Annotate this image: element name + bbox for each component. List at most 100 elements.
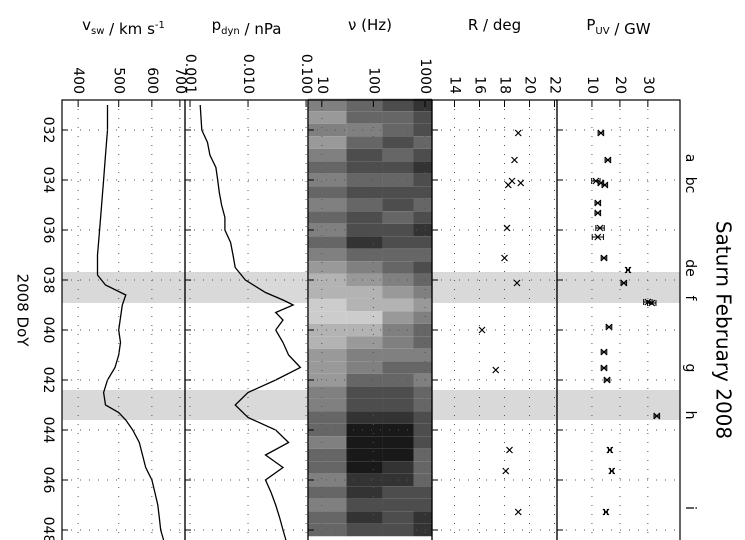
spectrogram-cell (413, 186, 432, 199)
spectrogram-cell (346, 273, 383, 287)
spectrogram-cell (308, 136, 347, 149)
spectrogram-cell (382, 98, 414, 112)
spectrogram-cell (382, 111, 414, 124)
spectrogram-cell (308, 198, 347, 212)
point (511, 156, 518, 164)
spectrogram-cell (382, 223, 414, 237)
label-sub: dyn (221, 26, 240, 37)
spectrogram-cell (346, 98, 383, 112)
spectrogram-cell (382, 186, 414, 199)
spectrogram-cell (346, 486, 383, 499)
spectrogram-cell (382, 473, 414, 487)
spectrogram-cell (346, 473, 383, 487)
spectrogram-cell (413, 436, 432, 449)
point (648, 299, 656, 307)
label-text: / km s (104, 20, 155, 38)
spectrogram-cell (382, 198, 414, 212)
y-tick-label: 1000 (417, 58, 433, 94)
y-tick-label: 500 (111, 67, 127, 94)
spectrogram-cell (346, 248, 383, 262)
spectrogram-cell (346, 523, 383, 537)
spectrogram-cell (308, 173, 347, 187)
panel-frame (184, 99, 309, 540)
x-tick-label: 046 (40, 467, 56, 494)
spectrogram-cell (346, 198, 383, 212)
spectrogram-cell (346, 398, 383, 412)
spectrogram-cell (346, 336, 383, 349)
spectrogram-cell (346, 448, 383, 462)
spectrogram-cell (308, 423, 347, 437)
label-text: p (212, 16, 222, 34)
spectrogram-cell (382, 436, 414, 449)
spectrogram-cell (346, 323, 383, 337)
spectrogram-cell (308, 236, 347, 249)
spectrogram-cell (382, 323, 414, 337)
panel-frame (556, 99, 681, 540)
spectrogram-cell (308, 398, 347, 412)
spectrogram-cell (382, 211, 414, 224)
spectrogram-cell (308, 273, 347, 287)
point (504, 181, 512, 189)
event-label: h (682, 411, 698, 420)
point (620, 279, 628, 287)
spectrogram-cell (382, 461, 414, 474)
data-line (96, 105, 165, 540)
label-text: / nPa (240, 20, 282, 38)
label-text: ν (Hz) (348, 16, 392, 34)
event-label: g (682, 364, 698, 373)
y-tick-label: 10 (584, 76, 600, 94)
spectrogram-cell (413, 248, 432, 262)
spectrogram-cell (382, 498, 414, 512)
spectrogram-cell (382, 298, 414, 312)
point (653, 412, 661, 420)
x-tick-label: 036 (40, 217, 56, 244)
spectrogram-cell (308, 511, 347, 524)
y-tick-label: 700 (172, 67, 188, 94)
spectrogram-cell (346, 161, 383, 174)
spectrogram-cell (413, 336, 432, 349)
spectrogram-cell (308, 348, 347, 362)
spectrogram-cell (382, 123, 414, 137)
spectrogram-cell (413, 173, 432, 187)
data-line (199, 104, 302, 540)
spectrogram-cell (382, 523, 414, 537)
x-tick-label: 034 (40, 167, 56, 194)
point (594, 233, 602, 241)
spectrogram-cell (413, 498, 432, 512)
spectrogram-cell (346, 423, 383, 437)
point (624, 266, 632, 274)
spectrogram-cell (308, 286, 347, 299)
x-tick-label: 038 (40, 267, 56, 294)
spectrogram-cell (382, 261, 414, 274)
point (601, 181, 609, 189)
spectrogram-cell (413, 161, 432, 174)
label-sup: -1 (155, 20, 165, 31)
event-label: i (682, 506, 698, 510)
spectrogram-cell (382, 511, 414, 524)
point (502, 467, 510, 475)
y-tick-label: 22 (547, 76, 563, 94)
spectrogram-cell (346, 361, 383, 374)
spectrogram-cell (413, 448, 432, 462)
spectrogram-cell (308, 311, 347, 324)
point (600, 254, 608, 262)
point (517, 179, 525, 187)
spectrogram-cell (308, 123, 347, 137)
spectrogram-cell (413, 261, 432, 274)
point (604, 156, 612, 164)
panel-frame (61, 99, 186, 540)
spectrogram-cell (413, 423, 432, 437)
spectrogram-cell (413, 286, 432, 299)
point (594, 199, 602, 207)
spectrogram-cell (413, 236, 432, 249)
spectrogram-cell (346, 436, 383, 449)
spectrogram-cell (308, 523, 347, 537)
figure-title: Saturn February 2008 (712, 221, 736, 439)
y-tick-label: 400 (70, 67, 86, 94)
spectrogram-cell (308, 486, 347, 499)
spectrogram-cell (413, 361, 432, 374)
y-tick-label: 18 (497, 76, 513, 94)
spectrogram-cell (413, 311, 432, 324)
y-tick-label: 600 (144, 67, 160, 94)
spectrogram-cell (413, 461, 432, 474)
